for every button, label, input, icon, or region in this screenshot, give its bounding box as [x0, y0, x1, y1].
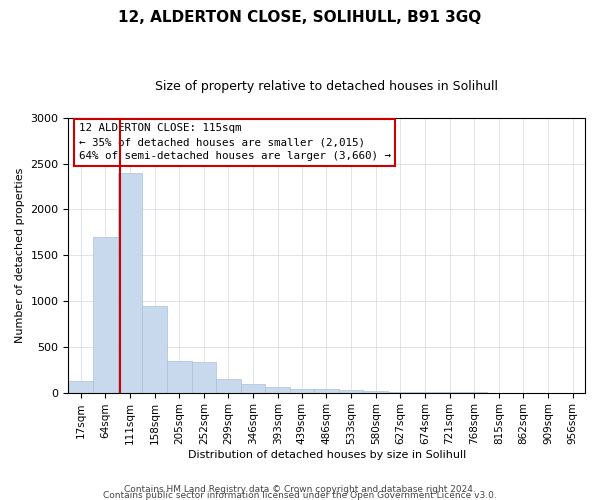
Bar [142, 306, 167, 392]
Text: Contains public sector information licensed under the Open Government Licence v3: Contains public sector information licen… [103, 490, 497, 500]
Bar [265, 387, 290, 392]
Bar [241, 384, 265, 392]
Bar [364, 391, 388, 392]
Bar [118, 172, 142, 392]
Bar [216, 379, 241, 392]
Bar [167, 362, 191, 392]
Bar [191, 362, 216, 392]
Title: Size of property relative to detached houses in Solihull: Size of property relative to detached ho… [155, 80, 498, 93]
Y-axis label: Number of detached properties: Number of detached properties [15, 168, 25, 343]
Text: Contains HM Land Registry data © Crown copyright and database right 2024.: Contains HM Land Registry data © Crown c… [124, 484, 476, 494]
Bar [314, 389, 339, 392]
Bar [339, 390, 364, 392]
Text: 12 ALDERTON CLOSE: 115sqm
← 35% of detached houses are smaller (2,015)
64% of se: 12 ALDERTON CLOSE: 115sqm ← 35% of detac… [79, 124, 391, 162]
Bar [68, 380, 93, 392]
Text: 12, ALDERTON CLOSE, SOLIHULL, B91 3GQ: 12, ALDERTON CLOSE, SOLIHULL, B91 3GQ [118, 10, 482, 25]
X-axis label: Distribution of detached houses by size in Solihull: Distribution of detached houses by size … [188, 450, 466, 460]
Bar [93, 237, 118, 392]
Bar [290, 389, 314, 392]
